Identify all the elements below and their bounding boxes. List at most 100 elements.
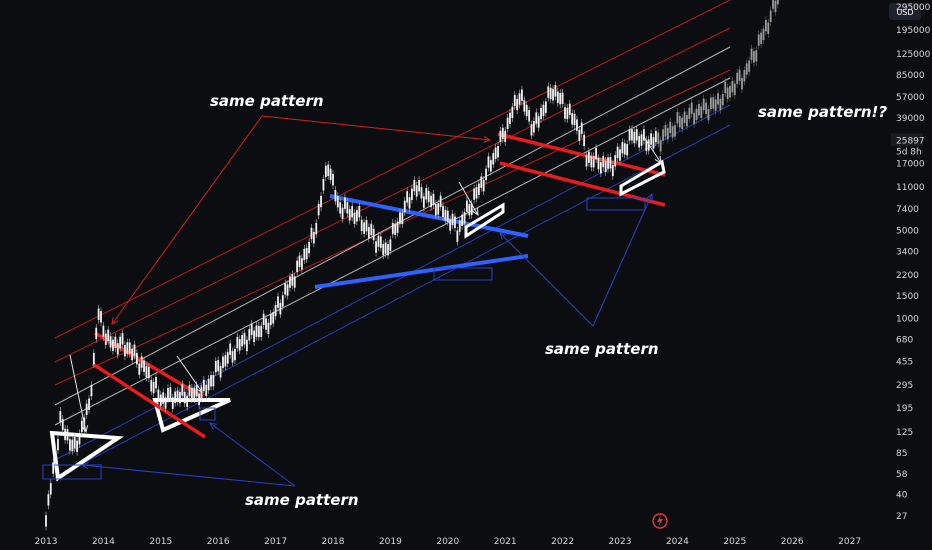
candle	[243, 333, 246, 345]
candle	[743, 70, 746, 82]
candle	[100, 311, 102, 323]
candle	[272, 312, 275, 324]
time-axis[interactable]: 2013 2014 2015 2016 2017 2018 2019 2020 2021 2022…	[35, 537, 862, 547]
y-tick-label: 39000	[896, 114, 925, 124]
candle	[420, 187, 423, 199]
candle	[102, 325, 105, 337]
candle	[339, 202, 342, 214]
candle	[186, 395, 189, 407]
y-tick-label: 195000	[896, 26, 931, 36]
y-tick-label: 1500	[896, 292, 919, 302]
candle	[344, 197, 346, 209]
channel-line	[54, 27, 731, 363]
candle	[588, 151, 590, 163]
candle	[219, 366, 222, 378]
candle	[767, 22, 770, 34]
candle	[671, 126, 674, 138]
candle	[549, 87, 552, 100]
candle	[753, 51, 755, 63]
candle	[224, 355, 227, 367]
candle	[714, 99, 717, 111]
candle	[52, 462, 55, 474]
candle	[492, 153, 495, 165]
candle	[138, 363, 141, 375]
candle	[133, 344, 136, 356]
candle	[719, 98, 722, 111]
candle	[674, 125, 676, 137]
candle	[131, 348, 133, 361]
candle	[705, 102, 707, 114]
candle	[772, 0, 774, 9]
y-tick-label: 195	[896, 404, 913, 414]
triangle-pattern-2015	[152, 398, 231, 433]
candle	[690, 102, 693, 114]
candle	[305, 247, 308, 260]
y-tick-label: 58	[896, 470, 908, 480]
candle	[281, 295, 284, 307]
candle	[635, 129, 638, 141]
candle	[446, 210, 449, 223]
candle	[59, 410, 62, 423]
candle	[468, 203, 471, 216]
candle	[592, 156, 595, 168]
candle	[363, 222, 365, 234]
candle	[442, 205, 444, 218]
candle	[367, 227, 370, 239]
candle	[222, 356, 224, 368]
price-axis[interactable]: USD 455000295000195000125000850005700039…	[889, 0, 931, 522]
candle	[346, 202, 349, 214]
candle	[372, 228, 375, 241]
candle	[308, 241, 310, 254]
candle	[174, 391, 177, 403]
blue-arrow-to-2013	[81, 464, 296, 487]
candle	[650, 133, 652, 145]
y-tick-label: 125	[896, 428, 913, 438]
blue-arrow-to-2023-head	[646, 192, 653, 202]
candle	[733, 83, 736, 96]
candle	[614, 155, 617, 167]
candle	[709, 97, 712, 109]
candle	[544, 101, 547, 113]
x-tick-label: 2014	[92, 537, 115, 547]
channel-line	[54, 124, 731, 479]
candle	[286, 284, 289, 296]
candle	[236, 336, 239, 349]
candle	[568, 103, 571, 116]
candle	[401, 212, 404, 225]
candle	[229, 343, 232, 355]
y-tick-label: 40	[896, 490, 908, 500]
candle	[157, 389, 160, 401]
candle	[580, 122, 583, 134]
candle	[171, 397, 174, 409]
triangle-pattern-2013	[49, 430, 124, 482]
candle	[760, 32, 763, 44]
candle	[356, 210, 358, 222]
candle	[116, 343, 119, 355]
candle	[501, 127, 504, 140]
currency-badge[interactable]	[889, 3, 921, 20]
wedge-2023	[619, 159, 666, 197]
candle	[298, 255, 301, 267]
y-tick-label: 11000	[896, 183, 925, 193]
candle	[698, 103, 700, 116]
candle	[583, 134, 586, 147]
y-tick-label: 57000	[896, 93, 925, 103]
white-arrow-2013	[69, 354, 87, 433]
candle	[399, 212, 401, 224]
candle	[293, 276, 296, 288]
candle	[764, 20, 767, 32]
candle	[95, 327, 98, 340]
candle	[573, 113, 576, 126]
candle	[463, 212, 466, 224]
candle	[241, 335, 244, 347]
x-tick-label: 2027	[838, 537, 861, 547]
candle	[525, 104, 528, 117]
x-tick-label: 2013	[35, 537, 58, 547]
candle	[320, 195, 322, 208]
candle	[375, 241, 377, 253]
candle	[150, 380, 153, 392]
candle	[736, 72, 739, 85]
annotation-same-pattern-question: same pattern!?	[758, 103, 887, 121]
